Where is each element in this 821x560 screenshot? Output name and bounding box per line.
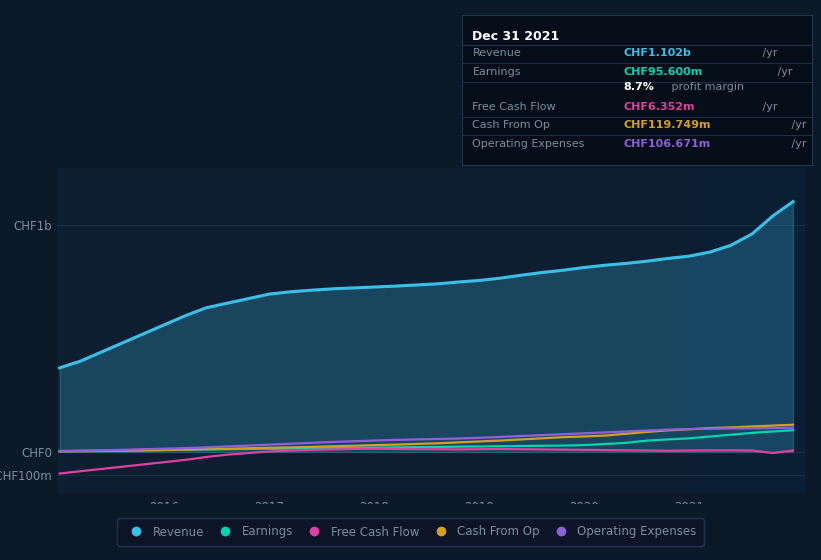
Legend: Revenue, Earnings, Free Cash Flow, Cash From Op, Operating Expenses: Revenue, Earnings, Free Cash Flow, Cash … (117, 519, 704, 545)
Text: Operating Expenses: Operating Expenses (473, 139, 585, 149)
Text: Revenue: Revenue (473, 48, 521, 58)
Text: 8.7%: 8.7% (623, 82, 654, 91)
Text: CHF6.352m: CHF6.352m (623, 102, 695, 112)
Text: Dec 31 2021: Dec 31 2021 (473, 30, 560, 43)
Text: /yr: /yr (759, 48, 777, 58)
Bar (689, 168, 805, 493)
Text: profit margin: profit margin (668, 82, 745, 91)
Text: /yr: /yr (788, 120, 807, 130)
Text: /yr: /yr (759, 102, 777, 112)
Text: /yr: /yr (773, 67, 792, 77)
Text: CHF119.749m: CHF119.749m (623, 120, 710, 130)
Text: Free Cash Flow: Free Cash Flow (473, 102, 556, 112)
Text: Earnings: Earnings (473, 67, 521, 77)
Text: Cash From Op: Cash From Op (473, 120, 550, 130)
Text: /yr: /yr (788, 139, 807, 149)
Text: CHF95.600m: CHF95.600m (623, 67, 702, 77)
Text: CHF106.671m: CHF106.671m (623, 139, 710, 149)
Text: CHF1.102b: CHF1.102b (623, 48, 691, 58)
